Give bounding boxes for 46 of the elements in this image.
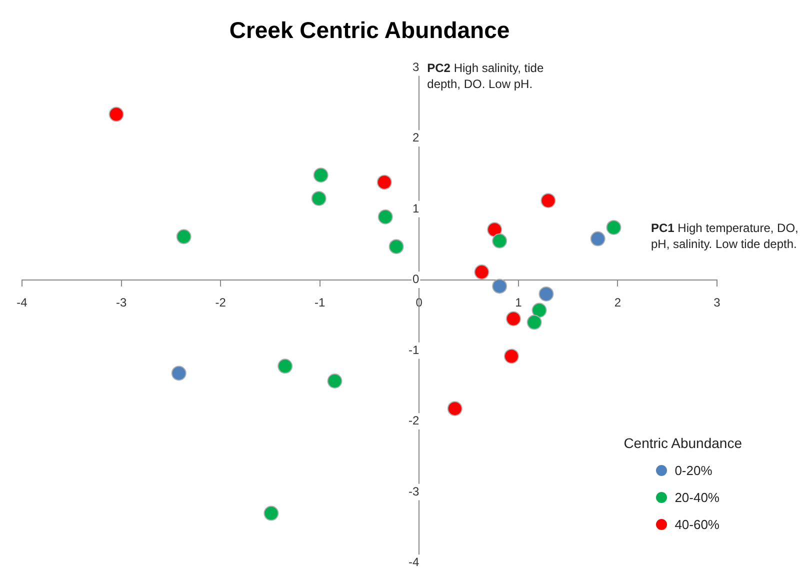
point (376, 174, 392, 190)
point (327, 373, 342, 388)
x-tick-label: -3 (116, 295, 127, 310)
point (532, 302, 547, 318)
legend-label: 0-20% (674, 463, 712, 478)
legend-title: Centric Abundance (624, 435, 742, 451)
x-tick-label: -1 (314, 295, 326, 310)
point (492, 278, 508, 294)
legend-label: 20-40% (674, 490, 720, 505)
y-tick-label: 0 (412, 272, 420, 286)
y-tick-label: -1 (408, 342, 420, 357)
y-axis-title: PC2 High salinity, tide depth, DO. Low pH. (427, 60, 545, 92)
point (264, 506, 279, 521)
point (492, 233, 508, 248)
y-tick-label: 2 (412, 130, 420, 145)
point (171, 366, 186, 381)
y-tick-label: 3 (412, 60, 420, 74)
point (311, 190, 326, 206)
x-tick-label: 3 (714, 295, 721, 310)
y-tick-label: 1 (412, 201, 420, 216)
point (378, 209, 393, 224)
point (108, 106, 124, 122)
point (313, 168, 328, 183)
point (447, 401, 462, 416)
chart-title: Creek Centric Abundance (229, 17, 510, 44)
point (388, 239, 404, 254)
point (278, 358, 293, 374)
x-tick-label: 2 (614, 295, 622, 310)
x-tick-label: -4 (16, 295, 28, 310)
point (504, 348, 519, 364)
point (590, 231, 606, 246)
y-tick-label: -3 (408, 484, 420, 498)
legend-label: 40-60% (674, 517, 720, 532)
point (506, 311, 521, 326)
x-axis-title: PC1 High temperature, DO, pH, salinity. Low tide depth. (651, 220, 800, 252)
point (474, 264, 490, 280)
point (538, 286, 554, 302)
point (526, 314, 542, 330)
y-tick-label: -2 (408, 414, 420, 428)
point (176, 229, 192, 244)
y-tick-label: -4 (408, 555, 420, 570)
point (487, 222, 502, 238)
point (606, 220, 622, 235)
x-tick-label: -2 (215, 295, 226, 310)
point (540, 193, 556, 208)
x-tick-label: 1 (515, 295, 522, 310)
